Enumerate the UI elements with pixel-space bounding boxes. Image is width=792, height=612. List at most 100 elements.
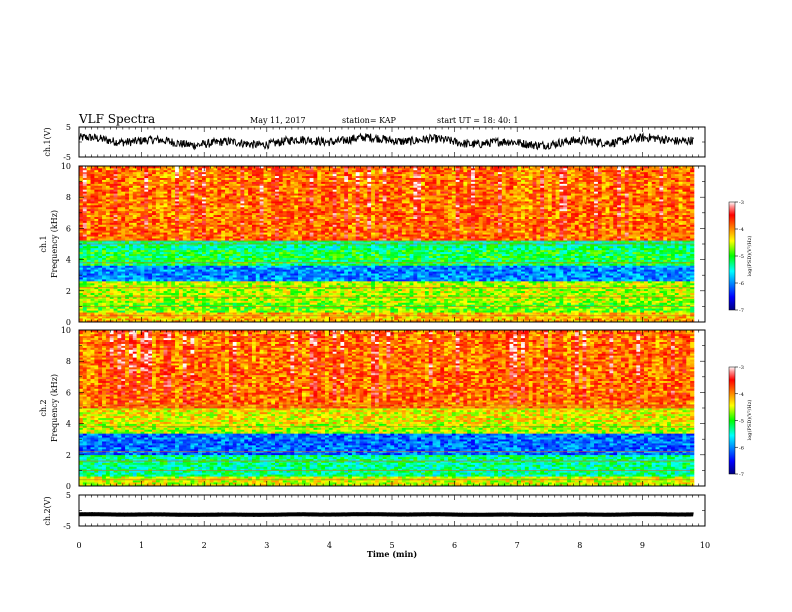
spectrogram-cell [133,265,137,267]
spectrogram-cell [102,236,106,238]
spectrogram-cell [167,246,171,248]
spectrogram-cell [221,189,225,191]
spectrogram-cell [287,258,291,260]
spectrogram-cell [87,258,91,260]
spectrogram-cell [267,250,271,252]
spectrogram-cell [167,225,171,227]
spectrogram-cell [298,186,302,188]
spectrogram-cell [102,316,106,318]
spectrogram-cell [275,308,279,310]
spectrogram-cell [144,258,148,260]
spectrogram-cell [160,217,164,219]
spectrogram-cell [110,199,114,201]
spectrogram-cell [202,308,206,310]
spectrogram-cell [152,312,156,314]
spectrogram-cell [206,187,210,189]
spectrogram-cell [302,226,306,228]
spectrogram-cell [102,205,106,207]
spectrogram-cell [156,246,160,248]
spectrogram-cell [91,293,95,295]
spectrogram-cell [267,219,271,221]
spectrogram-cell [206,184,210,186]
spectrogram-cell [152,275,156,277]
spectrogram-cell [294,316,298,318]
spectrogram-cell [98,252,102,254]
spectrogram-cell [94,195,98,197]
spectrogram-cell [152,195,156,197]
spectrogram-cell [91,172,95,174]
spectrogram-cell [110,265,114,267]
spectrogram-cell [198,197,202,199]
spectrogram-cell [217,248,221,250]
spectrogram-cell [298,301,302,303]
spectrogram-cell [221,271,225,273]
spectrogram-cell [148,273,152,275]
spectrogram-cell [240,186,244,188]
spectrogram-cell [125,223,129,225]
spectrogram-cell [260,219,264,221]
spectrogram-cell [233,211,237,213]
spectrogram-cell [152,232,156,234]
spectrogram-cell [302,254,306,256]
spectrogram-cell [171,299,175,301]
spectrogram-cell [117,219,121,221]
spectrogram-cell [87,273,91,275]
spectrogram-cell [244,281,248,283]
spectrogram-cell [290,316,294,318]
spectrogram-cell [141,303,145,305]
spectrogram-cell [129,207,133,209]
spectrogram-cell [133,184,137,186]
spectrogram-cell [156,301,160,303]
spectrogram-cell [233,184,237,186]
spectrogram-cell [233,273,237,275]
spectrogram-cell [183,223,187,225]
spectrogram-cell [164,180,168,182]
spectrogram-cell [79,203,83,205]
spectrogram-cell [283,312,287,314]
spectrogram-cell [283,191,287,193]
spectrogram-cell [302,205,306,207]
spectrogram-cell [275,178,279,180]
spectrogram-cell [121,205,125,207]
spectrogram-cell [240,168,244,170]
spectrogram-cell [202,299,206,301]
spectrogram-cell [179,275,183,277]
spectrogram-cell [121,187,125,189]
spectrogram-cell [264,289,268,291]
spectrogram-cell [237,246,241,248]
spectrogram-cell [125,195,129,197]
spectrogram-cell [210,258,214,260]
spectrogram-cell [152,281,156,283]
spectrogram-cell [240,281,244,283]
spectrogram-cell [221,203,225,205]
spectrogram-cell [198,271,202,273]
spectrogram-cell [267,283,271,285]
spectrogram-cell [160,291,164,293]
spectrogram-cell [171,221,175,223]
spectrogram-cell [87,299,91,301]
spectrogram-cell [179,269,183,271]
spectrogram-cell [110,303,114,305]
spectrogram-cell [171,279,175,281]
spectrogram-cell [252,254,256,256]
spectrogram-cell [156,228,160,230]
spectrogram-cell [179,205,183,207]
spectrogram-cell [260,289,264,291]
spectrogram-cell [87,228,91,230]
spectrogram-cell [267,176,271,178]
spectrogram-cell [129,232,133,234]
spectrogram-cell [160,232,164,234]
spectrogram-cell [225,228,229,230]
spectrogram-cell [264,172,268,174]
spectrogram-cell [190,170,194,172]
spectrogram-cell [294,225,298,227]
spectrogram-cell [194,201,198,203]
spectrogram-cell [141,293,145,295]
spectrogram-cell [248,186,252,188]
spectrogram-cell [237,180,241,182]
spectrogram-cell [248,275,252,277]
spectrogram-cell [275,182,279,184]
spectrogram-cell [156,299,160,301]
spectrogram-cell [194,289,198,291]
spectrogram-cell [275,197,279,199]
